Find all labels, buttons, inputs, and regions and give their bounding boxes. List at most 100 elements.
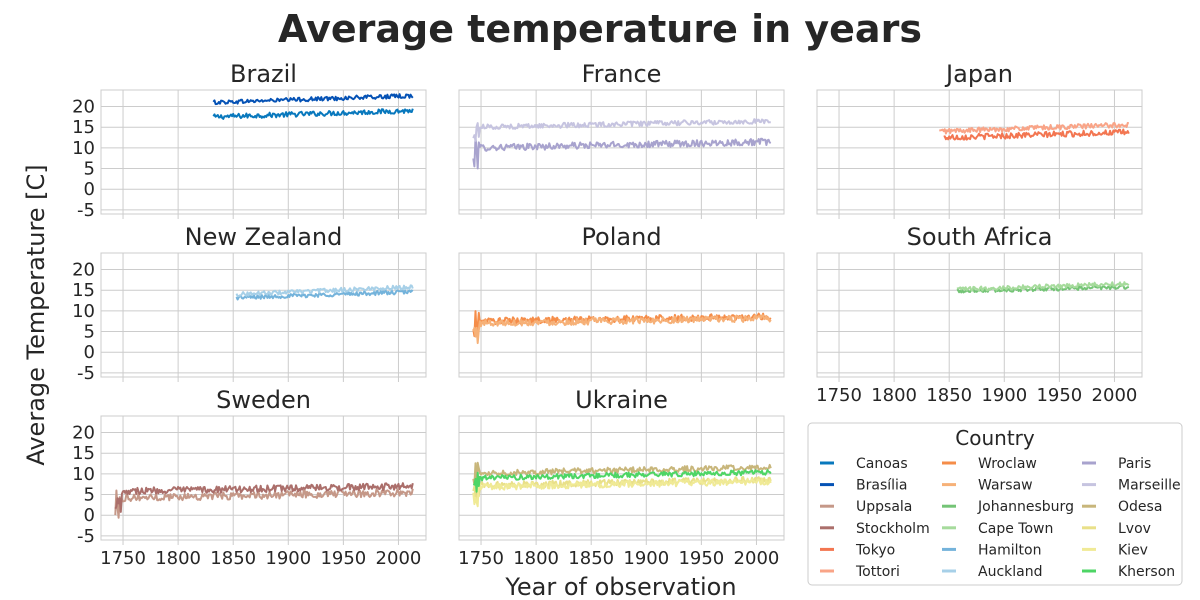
series-line-canoas <box>212 108 414 120</box>
legend-entry-wroclaw: Wroclaw <box>942 456 1037 472</box>
legend-label: Odesa <box>1118 499 1162 515</box>
panel-title: Brazil <box>230 60 297 88</box>
legend-label: Hamilton <box>978 542 1041 558</box>
series-line-marseille <box>472 118 771 142</box>
series-line-kherson <box>472 469 772 493</box>
y-tick-label: 20 <box>72 260 95 281</box>
y-tick-label: 5 <box>84 159 95 180</box>
y-tick-label: 5 <box>84 322 95 343</box>
legend-entry-kherson: Kherson <box>1082 564 1175 580</box>
legend-entry-marseille: Marseille <box>1082 478 1181 494</box>
y-tick-label: 0 <box>84 342 95 363</box>
panel-ukraine: Ukraine 1750 1800 1850 1900 1950 2000 <box>458 386 785 569</box>
panel-frame <box>100 415 427 541</box>
legend-entry-uppsala: Uppsala <box>820 499 912 515</box>
legend-label: Wroclaw <box>978 456 1037 472</box>
panel-frame <box>458 89 785 215</box>
legend-entry-tokyo: Tokyo <box>820 542 895 558</box>
panel-title: South Africa <box>907 223 1053 251</box>
panel-title: France <box>582 60 662 88</box>
x-tick-label: 2000 <box>1092 385 1138 406</box>
panel-frame <box>100 252 427 378</box>
y-tick-label: 20 <box>72 423 95 444</box>
legend-entry-kiev: Kiev <box>1082 542 1148 558</box>
x-axis-label: Year of observation <box>504 573 736 600</box>
series-line-hamilton <box>235 289 414 301</box>
panel-poland: Poland <box>458 223 785 382</box>
legend-label: Kiev <box>1118 542 1148 558</box>
legend-entry-tottori: Tottori <box>820 564 900 580</box>
x-tick-label: 1800 <box>871 385 917 406</box>
legend-label: Tokyo <box>855 542 895 558</box>
panel-title: Ukraine <box>575 386 668 414</box>
panel-south-africa: South Africa 1750 1800 1850 1900 1950 2000 <box>816 223 1143 406</box>
panel-frame <box>458 252 785 378</box>
y-tick-label: -5 <box>77 363 95 384</box>
y-tick-label: 20 <box>72 97 95 118</box>
legend: Country Canoas Brasília Uppsala Stockholm Tok… <box>807 422 1183 586</box>
legend-label: Stockholm <box>856 521 930 537</box>
legend-label: Johannesburg <box>977 499 1074 515</box>
legend-label: Marseille <box>1118 478 1181 494</box>
x-tick-label: 1900 <box>623 548 669 569</box>
legend-label: Kherson <box>1118 564 1175 580</box>
legend-label: Uppsala <box>856 499 912 515</box>
x-tick-label: 1850 <box>210 548 256 569</box>
panel-frame <box>816 252 1143 378</box>
legend-title: Country <box>955 426 1035 450</box>
legend-label: Paris <box>1118 456 1151 472</box>
panel-france: France <box>458 60 785 219</box>
series-line-johannesburg <box>956 284 1130 294</box>
x-tick-label: 1750 <box>458 548 504 569</box>
legend-entry-canoas: Canoas <box>820 456 908 472</box>
series-line-auckland <box>235 284 414 298</box>
y-tick-label: 0 <box>84 179 95 200</box>
x-tick-label: 1950 <box>1036 385 1082 406</box>
panel-frame <box>100 89 427 215</box>
y-tick-label: 10 <box>72 464 95 485</box>
x-tick-label: 1900 <box>981 385 1027 406</box>
y-tick-label: 0 <box>84 505 95 526</box>
y-tick-label: -5 <box>77 526 95 547</box>
x-tick-label: 1950 <box>678 548 724 569</box>
chart-title: Average temperature in years <box>278 7 922 51</box>
x-tick-label: 1750 <box>100 548 146 569</box>
x-tick-label: 1850 <box>568 548 614 569</box>
x-tick-label: 1900 <box>265 548 311 569</box>
legend-label: Auckland <box>978 564 1042 580</box>
x-tick-label: 1950 <box>320 548 366 569</box>
x-tick-label: 2000 <box>734 548 780 569</box>
panel-title: Japan <box>944 60 1013 88</box>
y-tick-label: 15 <box>72 443 95 464</box>
y-tick-label: 5 <box>84 485 95 506</box>
legend-label: Tottori <box>855 564 900 580</box>
legend-entry-warsaw: Warsaw <box>942 478 1033 494</box>
series-line-cape-town <box>956 281 1130 292</box>
legend-entry-lvov: Lvov <box>1082 521 1151 537</box>
series-line-kiev <box>472 477 772 508</box>
legend-label: Brasília <box>856 478 907 494</box>
panel-title: Poland <box>581 223 661 251</box>
series-line-tokyo <box>943 128 1130 141</box>
series-line-stockholm <box>114 482 414 513</box>
x-tick-label: 1800 <box>513 548 559 569</box>
series-line-warsaw <box>472 314 772 345</box>
y-axis-label: Average Temperature [C] <box>22 164 50 465</box>
legend-entry-cape-town: Cape Town <box>942 521 1053 537</box>
y-tick-label: 15 <box>72 117 95 138</box>
legend-label: Warsaw <box>978 478 1033 494</box>
legend-entry-brasilia: Brasília <box>820 478 907 494</box>
panel-japan: Japan <box>816 60 1143 219</box>
legend-entry-hamilton: Hamilton <box>942 542 1041 558</box>
legend-entry-paris: Paris <box>1082 456 1151 472</box>
y-tick-label: 15 <box>72 280 95 301</box>
panel-title: New Zealand <box>185 223 343 251</box>
x-tick-label: 1800 <box>155 548 201 569</box>
series-line-brasilia <box>212 93 414 106</box>
legend-entry-stockholm: Stockholm <box>820 521 930 537</box>
legend-label: Cape Town <box>978 521 1053 537</box>
series-line-paris <box>472 136 772 170</box>
